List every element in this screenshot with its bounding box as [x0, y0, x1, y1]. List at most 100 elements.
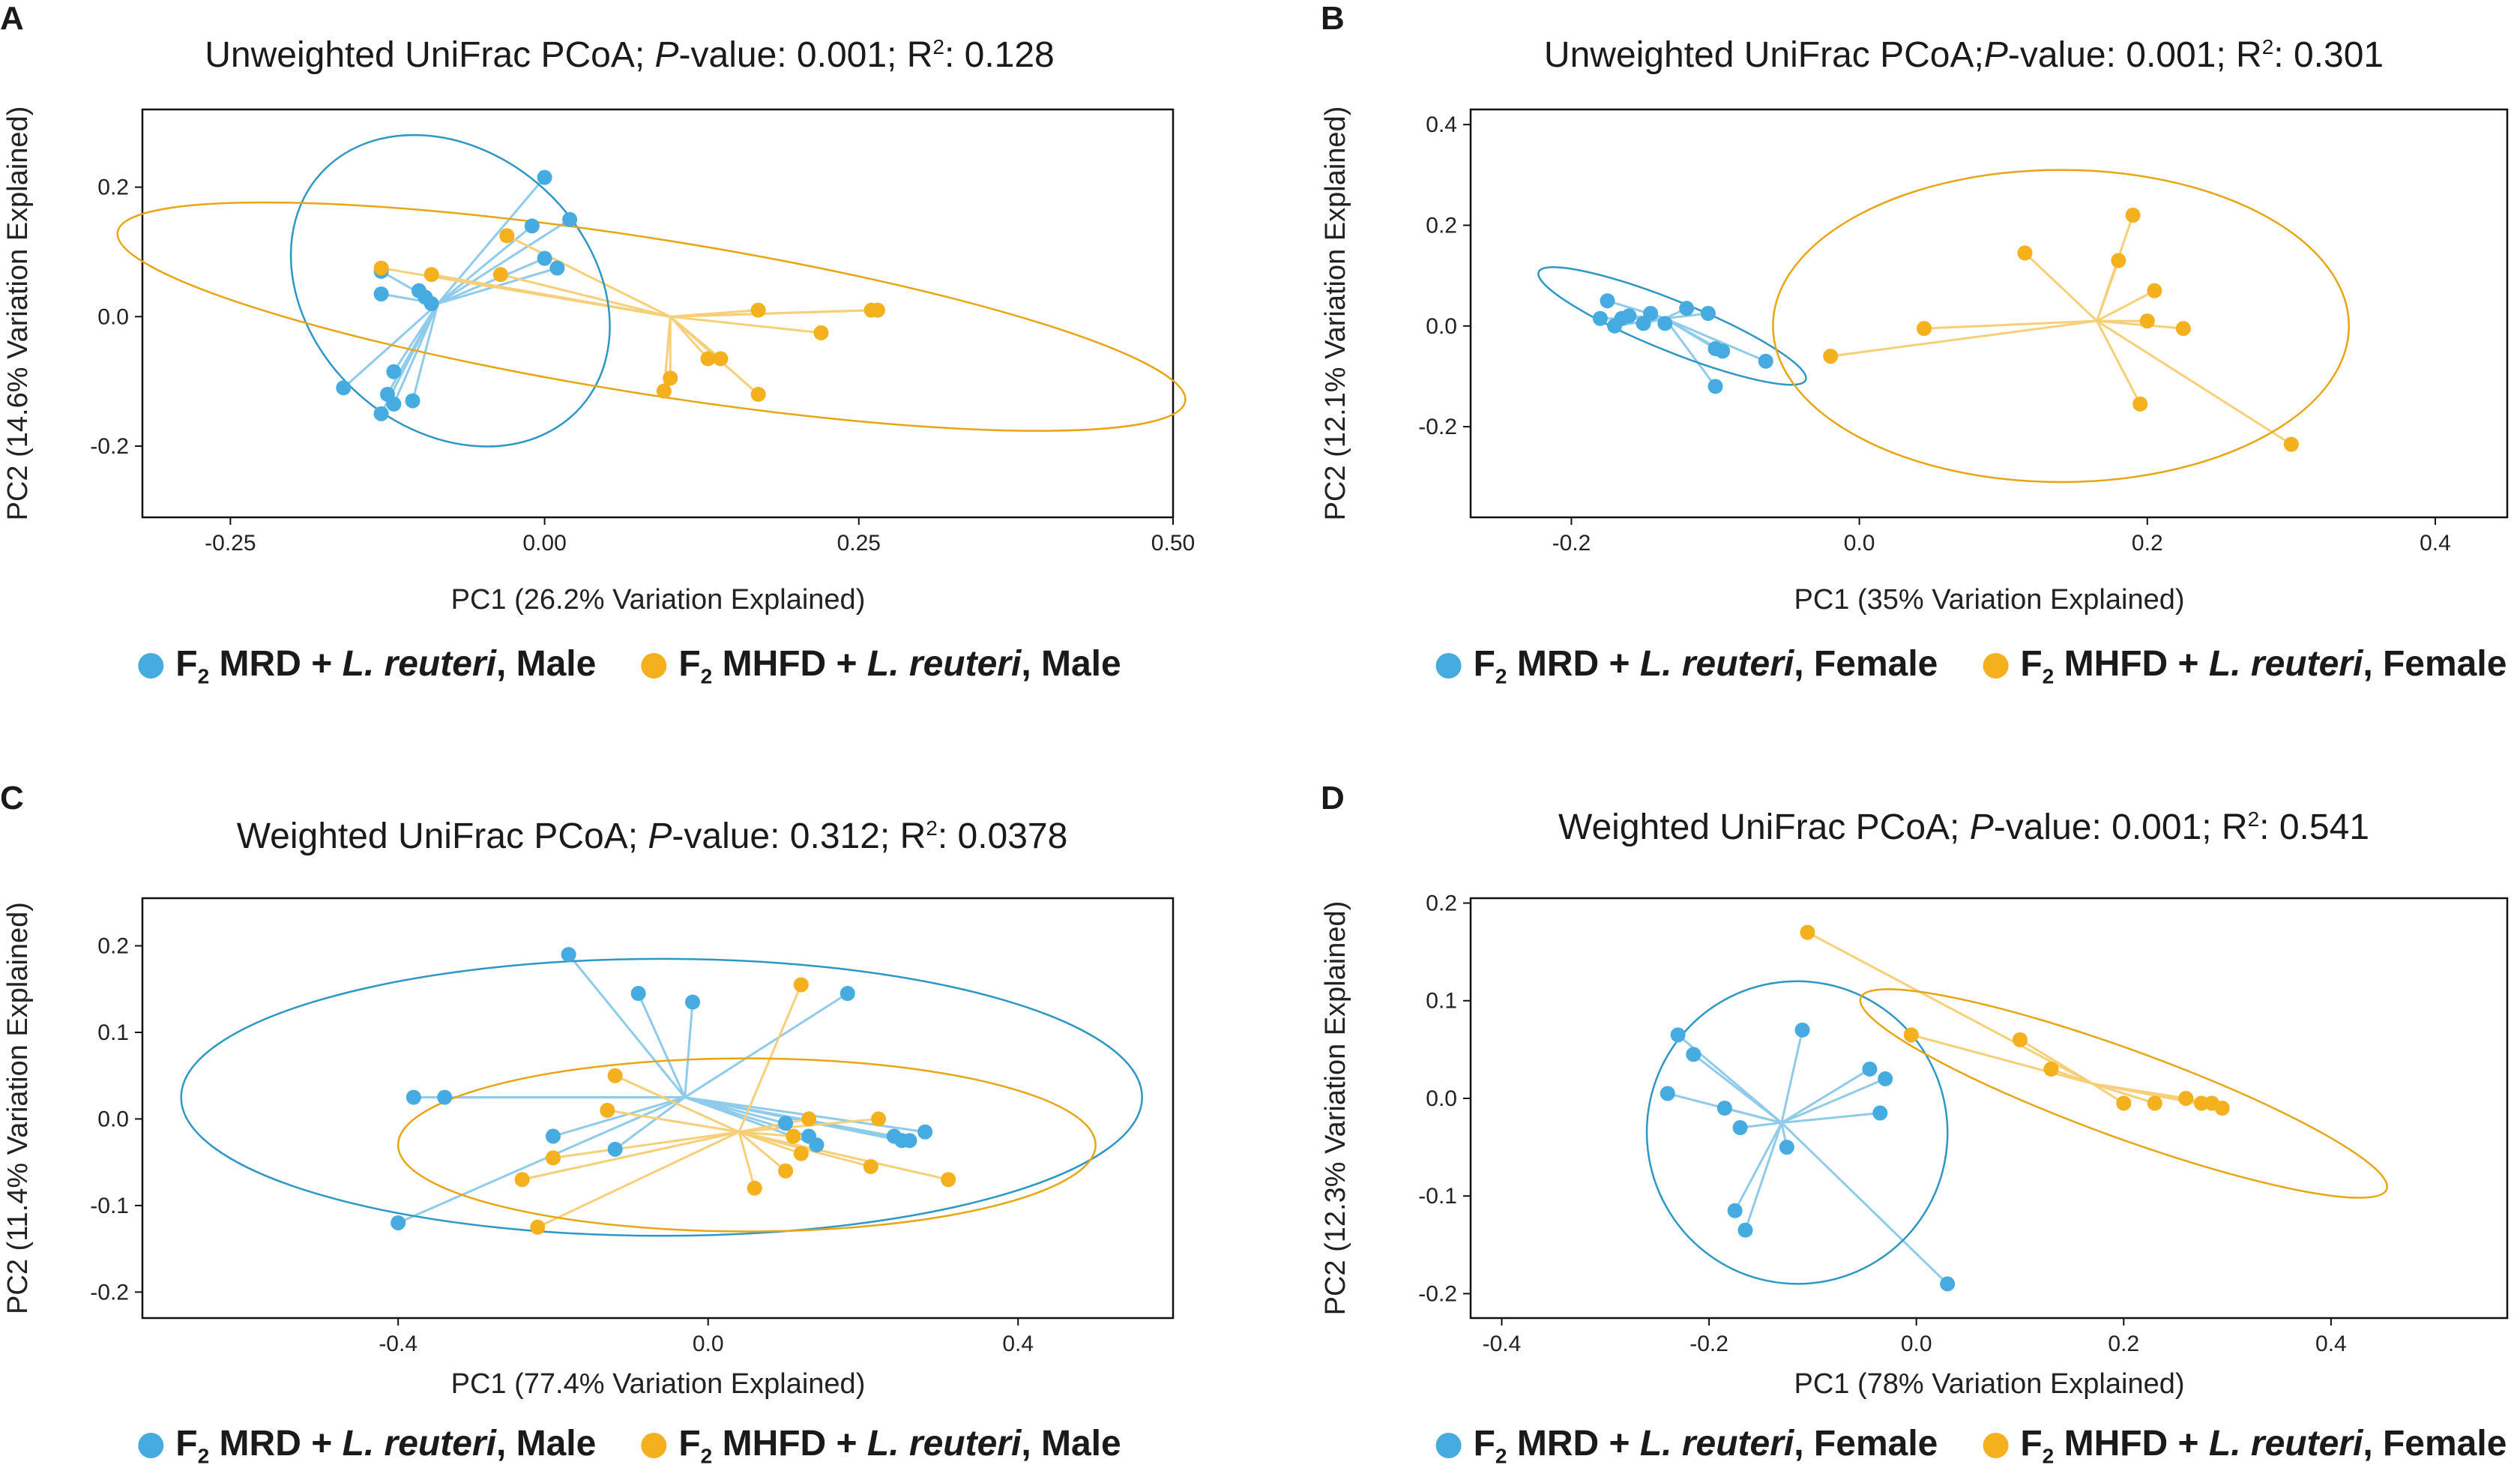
y-tick-label: 0.0 — [97, 304, 129, 329]
data-point-mrd — [1732, 1120, 1748, 1136]
spider-line-mrd — [684, 992, 848, 1098]
data-point-mhfd — [869, 302, 885, 318]
spider-line-mhfd — [2092, 1083, 2156, 1104]
panel-letter: B — [1321, 0, 1345, 37]
spider-line-mrd — [1781, 1077, 1886, 1124]
data-point-mrd — [1592, 310, 1608, 326]
data-point-mrd — [1872, 1105, 1888, 1121]
spider-line-mhfd — [552, 1131, 740, 1159]
data-point-mrd — [630, 986, 646, 1002]
x-tick-label: -0.2 — [1552, 531, 1591, 556]
x-tick-label: 0.2 — [2108, 1332, 2139, 1356]
x-tick-label: -0.4 — [379, 1332, 418, 1356]
y-tick-label: 0.1 — [1426, 989, 1457, 1014]
x-tick-label: -0.25 — [205, 531, 256, 556]
scatter-plot-b: -0.2 0.0 0.2 0.4 -0.2 0.0 0.2 0.4 PC1 (35% Varia… — [1320, 106, 2509, 616]
legend: F2 MRD + L. reuteri, Male F2 MHFD + L. r… — [138, 1423, 1121, 1469]
spider-line-mhfd — [537, 1131, 740, 1229]
data-point-mrd — [1862, 1061, 1878, 1077]
data-point-mhfd — [656, 383, 672, 399]
data-point-mhfd — [663, 370, 678, 386]
data-point-mhfd — [545, 1150, 561, 1166]
panel-letter: A — [0, 0, 24, 37]
spider-line-mhfd — [2096, 320, 2141, 405]
legend-item-mrd: F2 MRD + L. reuteri, Male — [138, 1423, 596, 1469]
x-tick-label: -0.2 — [1689, 1332, 1728, 1356]
data-point-mrd — [1679, 301, 1695, 316]
data-point-mrd — [405, 393, 420, 409]
data-point-mhfd — [801, 1111, 817, 1127]
data-point-mrd — [1794, 1022, 1810, 1038]
spider-line-mhfd — [1830, 319, 2097, 358]
spider-line-mhfd — [1806, 931, 2094, 1085]
plot-frame — [1469, 108, 2509, 519]
y-tick-label: -0.2 — [1418, 1281, 1457, 1306]
data-point-mhfd — [1823, 349, 1839, 364]
data-point-mrd — [1878, 1071, 1893, 1086]
data-point-mrd — [549, 260, 565, 276]
spider-line-mhfd — [431, 273, 671, 318]
spider-line-mrd — [1780, 1122, 1949, 1285]
data-point-mhfd — [778, 1163, 794, 1179]
chart-title: Unweighted UniFrac PCoA;P-value: 0.001; … — [1543, 35, 2384, 75]
spider-line-mhfd — [506, 235, 671, 318]
spider-line-mhfd — [2096, 259, 2120, 322]
data-point-mhfd — [2139, 313, 2155, 329]
scatter-plot-c: -0.4 0.0 0.4 -0.2 -0.1 0.0 0.1 0.2 PC1 (77.4% Va… — [2, 897, 1175, 1400]
legend-item-mhfd: F2 MHFD + L. reuteri, Male — [641, 643, 1121, 689]
spider-line-mhfd — [1911, 1033, 2094, 1085]
data-point-mrd — [685, 994, 701, 1010]
data-point-mrd — [917, 1124, 933, 1140]
data-point-mhfd — [1903, 1027, 1919, 1043]
data-point-mrd — [561, 947, 576, 963]
legend-dot-mrd-icon — [1435, 653, 1462, 679]
data-point-mhfd — [863, 1158, 878, 1174]
confidence-ellipse-mhfd — [397, 1057, 1097, 1233]
chart-title: Weighted UniFrac PCoA; P-value: 0.001; R… — [1558, 807, 2369, 847]
y-tick-label: -0.1 — [1418, 1184, 1457, 1209]
y-tick-label: 0.0 — [1426, 1086, 1457, 1111]
data-point-mhfd — [713, 351, 729, 367]
x-tick-label: 0.50 — [1151, 531, 1195, 556]
data-point-mrd — [545, 1128, 561, 1144]
legend-item-mrd: F2 MRD + L. reuteri, Female — [1435, 1423, 1938, 1469]
data-point-mrd — [437, 1089, 453, 1105]
data-point-mrd — [1700, 306, 1716, 321]
spider-line-mrd — [1664, 317, 1716, 388]
data-point-mrd — [1657, 316, 1673, 331]
legend-dot-mhfd-icon — [1983, 1433, 2009, 1459]
data-point-mhfd — [2043, 1061, 2059, 1077]
y-tick-label: -0.1 — [90, 1194, 129, 1218]
data-point-mhfd — [514, 1172, 530, 1188]
data-point-mhfd — [793, 977, 809, 993]
data-point-mrd — [386, 396, 402, 412]
data-point-mrd — [1686, 1047, 1701, 1062]
scatter-plot-a: -0.25 0.00 0.25 0.50 -0.2 0.0 0.2 PC1 (26.2% Va… — [2, 106, 1195, 616]
legend-item-mhfd: F2 MHFD + L. reuteri, Male — [641, 1423, 1121, 1469]
data-point-mrd — [524, 218, 540, 234]
data-point-mrd — [423, 296, 439, 312]
data-point-mrd — [1737, 1222, 1753, 1238]
data-point-mhfd — [2125, 208, 2141, 223]
data-point-mhfd — [423, 267, 439, 283]
data-point-mhfd — [2111, 253, 2126, 268]
y-tick-label: 0.4 — [1426, 112, 1457, 137]
data-point-mhfd — [2283, 436, 2299, 452]
y-axis-label: PC2 (12.1% Variation Explained) — [1320, 106, 1351, 521]
data-point-mrd — [391, 1215, 406, 1230]
data-point-mrd — [373, 286, 389, 302]
spider-line-mrd — [393, 303, 439, 373]
data-point-mhfd — [1917, 321, 1932, 337]
spider-line-mhfd — [2024, 252, 2098, 322]
legend: F2 MRD + L. reuteri, Male F2 MHFD + L. r… — [138, 643, 1121, 689]
data-point-mhfd — [2012, 1032, 2028, 1047]
data-point-mrd — [1715, 343, 1731, 359]
confidence-ellipse-mrd — [1645, 980, 1949, 1285]
y-tick-label: -0.2 — [90, 434, 129, 459]
data-point-mhfd — [530, 1219, 546, 1235]
spider-line-mrd — [614, 1096, 686, 1151]
scatter-plot-d: -0.4 -0.2 0.0 0.2 0.4 -0.2 -0.1 0.0 0.1 0.2 PC1 (7… — [1320, 891, 2509, 1400]
spider-line-mhfd — [2096, 289, 2156, 322]
data-point-mhfd — [2147, 1095, 2162, 1111]
x-tick-label: 0.4 — [1002, 1332, 1034, 1356]
